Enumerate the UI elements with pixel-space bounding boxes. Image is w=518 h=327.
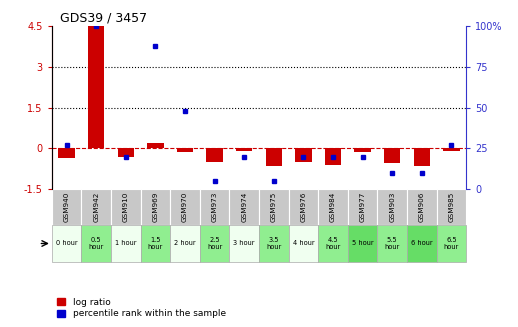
Bar bbox=[266, 148, 282, 166]
Text: GSM977: GSM977 bbox=[359, 192, 366, 222]
Text: time: time bbox=[0, 326, 1, 327]
Bar bbox=[289, 225, 318, 262]
Text: 5 hour: 5 hour bbox=[352, 240, 373, 247]
Bar bbox=[111, 189, 140, 225]
Bar bbox=[177, 148, 193, 152]
Bar bbox=[443, 148, 459, 151]
Bar bbox=[437, 225, 466, 262]
Text: 3 hour: 3 hour bbox=[234, 240, 255, 247]
Text: 1.5
hour: 1.5 hour bbox=[148, 237, 163, 250]
Bar bbox=[118, 148, 134, 157]
Text: 4.5
hour: 4.5 hour bbox=[325, 237, 341, 250]
Bar bbox=[170, 225, 200, 262]
Text: GSM984: GSM984 bbox=[330, 192, 336, 222]
Bar bbox=[407, 189, 437, 225]
Bar bbox=[52, 189, 81, 225]
Bar bbox=[318, 189, 348, 225]
Text: GSM973: GSM973 bbox=[211, 192, 218, 222]
Bar bbox=[140, 225, 170, 262]
Bar bbox=[378, 225, 407, 262]
Bar bbox=[229, 225, 259, 262]
Text: 6.5
hour: 6.5 hour bbox=[444, 237, 459, 250]
Bar bbox=[200, 225, 229, 262]
Text: GSM969: GSM969 bbox=[152, 192, 159, 222]
Bar bbox=[437, 189, 466, 225]
Bar bbox=[81, 189, 111, 225]
Text: GSM970: GSM970 bbox=[182, 192, 188, 222]
Text: 3.5
hour: 3.5 hour bbox=[266, 237, 281, 250]
Text: GSM910: GSM910 bbox=[123, 192, 129, 222]
Bar bbox=[140, 189, 170, 225]
Bar bbox=[147, 143, 164, 148]
Text: GSM903: GSM903 bbox=[389, 192, 395, 222]
Bar bbox=[52, 225, 81, 262]
Text: 6 hour: 6 hour bbox=[411, 240, 433, 247]
Bar bbox=[354, 148, 371, 152]
Bar bbox=[407, 225, 437, 262]
Text: 0 hour: 0 hour bbox=[56, 240, 77, 247]
Bar bbox=[348, 189, 378, 225]
Text: 0.5
hour: 0.5 hour bbox=[89, 237, 104, 250]
Bar bbox=[378, 189, 407, 225]
Text: 1 hour: 1 hour bbox=[115, 240, 137, 247]
Bar bbox=[170, 189, 200, 225]
Bar bbox=[384, 148, 400, 164]
Bar bbox=[229, 189, 259, 225]
Bar bbox=[111, 225, 140, 262]
Text: GSM976: GSM976 bbox=[300, 192, 307, 222]
Bar bbox=[318, 225, 348, 262]
Bar bbox=[88, 26, 104, 148]
Bar bbox=[289, 189, 318, 225]
Text: GSM985: GSM985 bbox=[449, 192, 454, 222]
Bar bbox=[348, 225, 378, 262]
Bar bbox=[259, 225, 289, 262]
Bar bbox=[259, 189, 289, 225]
Bar bbox=[295, 148, 311, 162]
Text: GSM940: GSM940 bbox=[64, 192, 69, 222]
Text: 5.5
hour: 5.5 hour bbox=[384, 237, 400, 250]
Bar bbox=[325, 148, 341, 165]
Bar bbox=[414, 148, 430, 166]
Bar bbox=[200, 189, 229, 225]
Legend: log ratio, percentile rank within the sample: log ratio, percentile rank within the sa… bbox=[56, 297, 226, 319]
Text: 2 hour: 2 hour bbox=[174, 240, 196, 247]
Bar bbox=[236, 148, 252, 151]
Text: GSM974: GSM974 bbox=[241, 192, 247, 222]
Text: 4 hour: 4 hour bbox=[293, 240, 314, 247]
Bar bbox=[207, 148, 223, 162]
Bar bbox=[59, 148, 75, 158]
Text: 2.5
hour: 2.5 hour bbox=[207, 237, 222, 250]
Text: GSM942: GSM942 bbox=[93, 192, 99, 222]
Text: GSM906: GSM906 bbox=[419, 192, 425, 222]
Bar bbox=[81, 225, 111, 262]
Text: GSM975: GSM975 bbox=[271, 192, 277, 222]
Text: GDS39 / 3457: GDS39 / 3457 bbox=[60, 12, 147, 25]
